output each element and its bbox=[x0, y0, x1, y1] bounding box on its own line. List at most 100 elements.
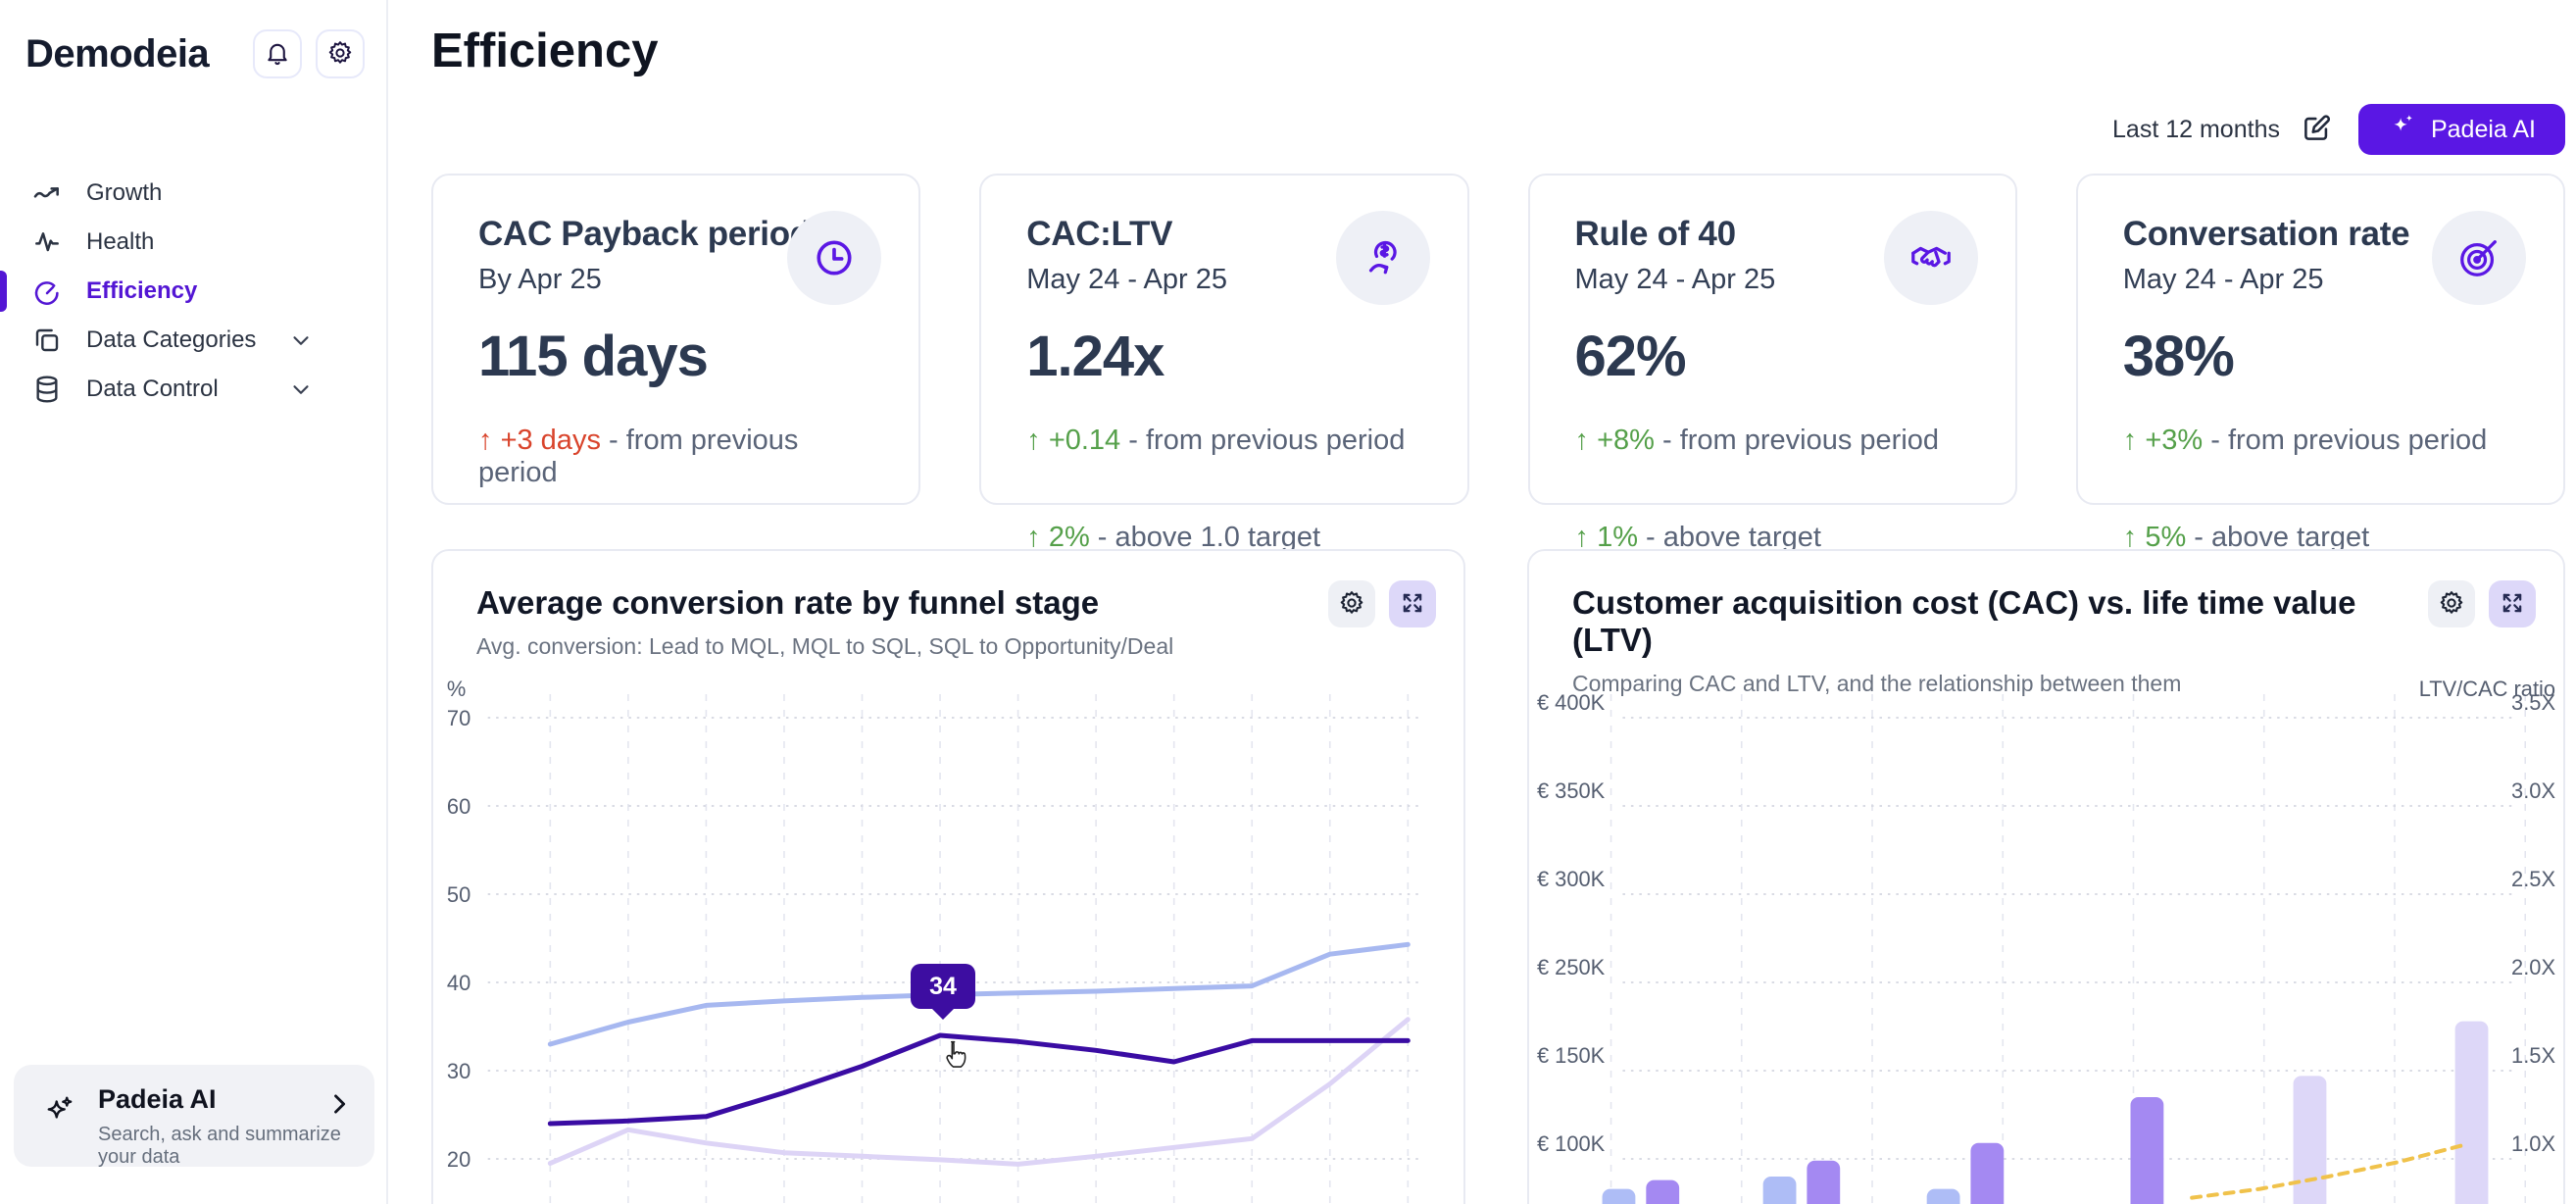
funnel-conversion-plot: % 70 60 50 40 30 20 34 bbox=[433, 657, 1463, 1204]
svg-text:1.5X: 1.5X bbox=[2511, 1043, 2555, 1068]
chart-subtitle: Comparing CAC and LTV, and the relations… bbox=[1572, 671, 2182, 696]
svg-text:3.0X: 3.0X bbox=[2511, 778, 2555, 803]
gauge-icon bbox=[31, 276, 63, 307]
trend-icon bbox=[31, 177, 63, 209]
chevron-right-icon bbox=[325, 1090, 353, 1118]
kpi-period: May 24 - Apr 25 bbox=[2122, 264, 2324, 295]
svg-text:70: 70 bbox=[447, 706, 471, 730]
svg-text:€ 350K: € 350K bbox=[1537, 778, 1606, 803]
sidebar-item-growth[interactable]: Growth bbox=[0, 169, 386, 218]
gear-icon bbox=[326, 39, 354, 70]
chart-settings-button[interactable] bbox=[2428, 580, 2475, 627]
padeia-ai-title: Padeia AI bbox=[98, 1084, 217, 1114]
sidebar-item-label: Growth bbox=[86, 179, 163, 206]
page-title: Efficiency bbox=[431, 25, 659, 77]
chart-title: Customer acquisition cost (CAC) vs. life… bbox=[1572, 584, 2356, 658]
cac-ltv-plot: LTV/CAC ratio € 400K 3.5X € 350K 3.0X € 300K 2… bbox=[1529, 657, 2563, 1204]
svg-text:50: 50 bbox=[447, 882, 471, 907]
kpi-value: 38% bbox=[2122, 325, 2235, 388]
pulse-icon bbox=[31, 226, 63, 258]
bell-icon bbox=[264, 39, 291, 70]
kpi-card-conversation-rate: Conversation rate May 24 - Apr 25 38% ↑ … bbox=[2075, 174, 2565, 553]
padeia-ai-button-label: Padeia AI bbox=[2430, 115, 2536, 143]
kpi-title: Conversation rate bbox=[2122, 215, 2410, 253]
handshake-icon bbox=[1883, 211, 1978, 305]
sidebar-item-label: Data Control bbox=[86, 376, 219, 402]
kpi-period: May 24 - Apr 25 bbox=[1026, 264, 1227, 295]
padeia-ai-subtitle: Search, ask and summarize your data bbox=[98, 1124, 341, 1168]
hand-cursor-icon bbox=[946, 1040, 966, 1068]
svg-text:%: % bbox=[447, 677, 466, 701]
kpi-card-rule-of-40: Rule of 40 May 24 - Apr 25 62% ↑ +8% - f… bbox=[1527, 174, 2017, 553]
svg-text:2.5X: 2.5X bbox=[2511, 867, 2555, 891]
sidebar-item-health[interactable]: Health bbox=[0, 218, 386, 267]
kpi-delta: ↑ +0.14 - from previous period bbox=[1026, 425, 1406, 456]
gear-icon bbox=[2438, 589, 2465, 620]
kpi-delta: ↑ 5% - above target bbox=[2122, 522, 2370, 553]
chart-title: Average conversion rate by funnel stage bbox=[476, 584, 1100, 621]
svg-text:3.5X: 3.5X bbox=[2511, 690, 2555, 715]
kpi-delta: ↑ +8% - from previous period bbox=[1574, 425, 1940, 456]
kpi-delta: ↑ +3 days - from previous period bbox=[478, 425, 799, 488]
svg-text:60: 60 bbox=[447, 794, 471, 819]
svg-text:€ 150K: € 150K bbox=[1537, 1043, 1606, 1068]
kpi-value: 1.24x bbox=[1026, 325, 1164, 388]
edit-icon bbox=[2300, 112, 2333, 148]
sidebar-header: Demodeia bbox=[0, 0, 386, 78]
app-logo: Demodeia bbox=[25, 31, 210, 75]
kpi-value: 115 days bbox=[478, 325, 709, 388]
padeia-ai-card[interactable]: Padeia AI Search, ask and summarize your… bbox=[14, 1065, 374, 1168]
sidebar-item-efficiency[interactable]: Efficiency bbox=[0, 267, 386, 316]
kpi-delta: ↑ +3% - from previous period bbox=[2122, 425, 2488, 456]
copy-icon bbox=[31, 325, 63, 356]
sidebar-item-label: Efficiency bbox=[86, 277, 198, 304]
main-content: Efficiency Last 12 months Padeia AI CAC … bbox=[388, 0, 2576, 1204]
database-icon bbox=[31, 374, 63, 405]
edit-period-button[interactable] bbox=[2300, 110, 2339, 149]
svg-text:1.0X: 1.0X bbox=[2511, 1131, 2555, 1156]
kpi-delta: ↑ 2% - above 1.0 target bbox=[1026, 522, 1321, 553]
svg-text:40: 40 bbox=[447, 971, 471, 995]
chevron-down-icon bbox=[288, 327, 314, 353]
sidebar-item-label: Data Categories bbox=[86, 326, 257, 353]
svg-text:€ 100K: € 100K bbox=[1537, 1131, 1606, 1156]
sidebar-item-data-control[interactable]: Data Control bbox=[0, 365, 386, 414]
sidebar: Demodeia Growth Health Efficiency bbox=[0, 0, 388, 1204]
sidebar-item-label: Health bbox=[86, 228, 155, 255]
chart-expand-button[interactable] bbox=[2489, 580, 2536, 627]
chevron-down-icon bbox=[288, 376, 314, 402]
chart-settings-button[interactable] bbox=[1328, 580, 1375, 627]
svg-text:€ 250K: € 250K bbox=[1537, 955, 1606, 979]
clock-icon bbox=[787, 211, 882, 305]
expand-icon bbox=[1399, 589, 1426, 620]
svg-text:LTV/CAC ratio: LTV/CAC ratio bbox=[2419, 677, 2555, 701]
kpi-row: CAC Payback period By Apr 25 115 days ↑ … bbox=[431, 174, 2565, 585]
chart-subtitle: Avg. conversion: Lead to MQL, MQL to SQL… bbox=[476, 633, 1174, 659]
kpi-title: CAC:LTV bbox=[1026, 215, 1173, 253]
gear-icon bbox=[1338, 589, 1365, 620]
sparkles-icon bbox=[41, 1094, 76, 1129]
svg-text:€ 400K: € 400K bbox=[1537, 690, 1606, 715]
chart-tooltip: 34 bbox=[911, 964, 975, 1009]
sidebar-nav: Growth Health Efficiency Data Categories… bbox=[0, 169, 386, 414]
padeia-ai-button[interactable]: Padeia AI bbox=[2357, 104, 2565, 155]
kpi-delta: ↑ 1% - above target bbox=[1574, 522, 1822, 553]
cac-ltv-chart-card: Customer acquisition cost (CAC) vs. life… bbox=[1527, 549, 2565, 1204]
sparkles-icon bbox=[2388, 112, 2417, 148]
sidebar-item-data-categories[interactable]: Data Categories bbox=[0, 316, 386, 365]
chart-expand-button[interactable] bbox=[1389, 580, 1436, 627]
kpi-card-cac-payback: CAC Payback period By Apr 25 115 days ↑ … bbox=[431, 174, 921, 585]
target-icon bbox=[2432, 211, 2526, 305]
kpi-title: CAC Payback period bbox=[478, 215, 811, 253]
svg-text:2.0X: 2.0X bbox=[2511, 955, 2555, 979]
period-label: Last 12 months bbox=[2112, 115, 2280, 143]
kpi-period: By Apr 25 bbox=[478, 264, 602, 295]
chart-tooltip-value: 34 bbox=[929, 972, 957, 1000]
kpi-card-cac-ltv: CAC:LTV May 24 - Apr 25 1.24x ↑ +0.14 - … bbox=[979, 174, 1469, 553]
charts-row: Average conversion rate by funnel stage … bbox=[431, 549, 2565, 1204]
coin-trend-icon bbox=[1335, 211, 1430, 305]
svg-text:30: 30 bbox=[447, 1059, 471, 1083]
settings-button[interactable] bbox=[316, 29, 365, 78]
kpi-value: 62% bbox=[1574, 325, 1687, 388]
notifications-button[interactable] bbox=[253, 29, 302, 78]
